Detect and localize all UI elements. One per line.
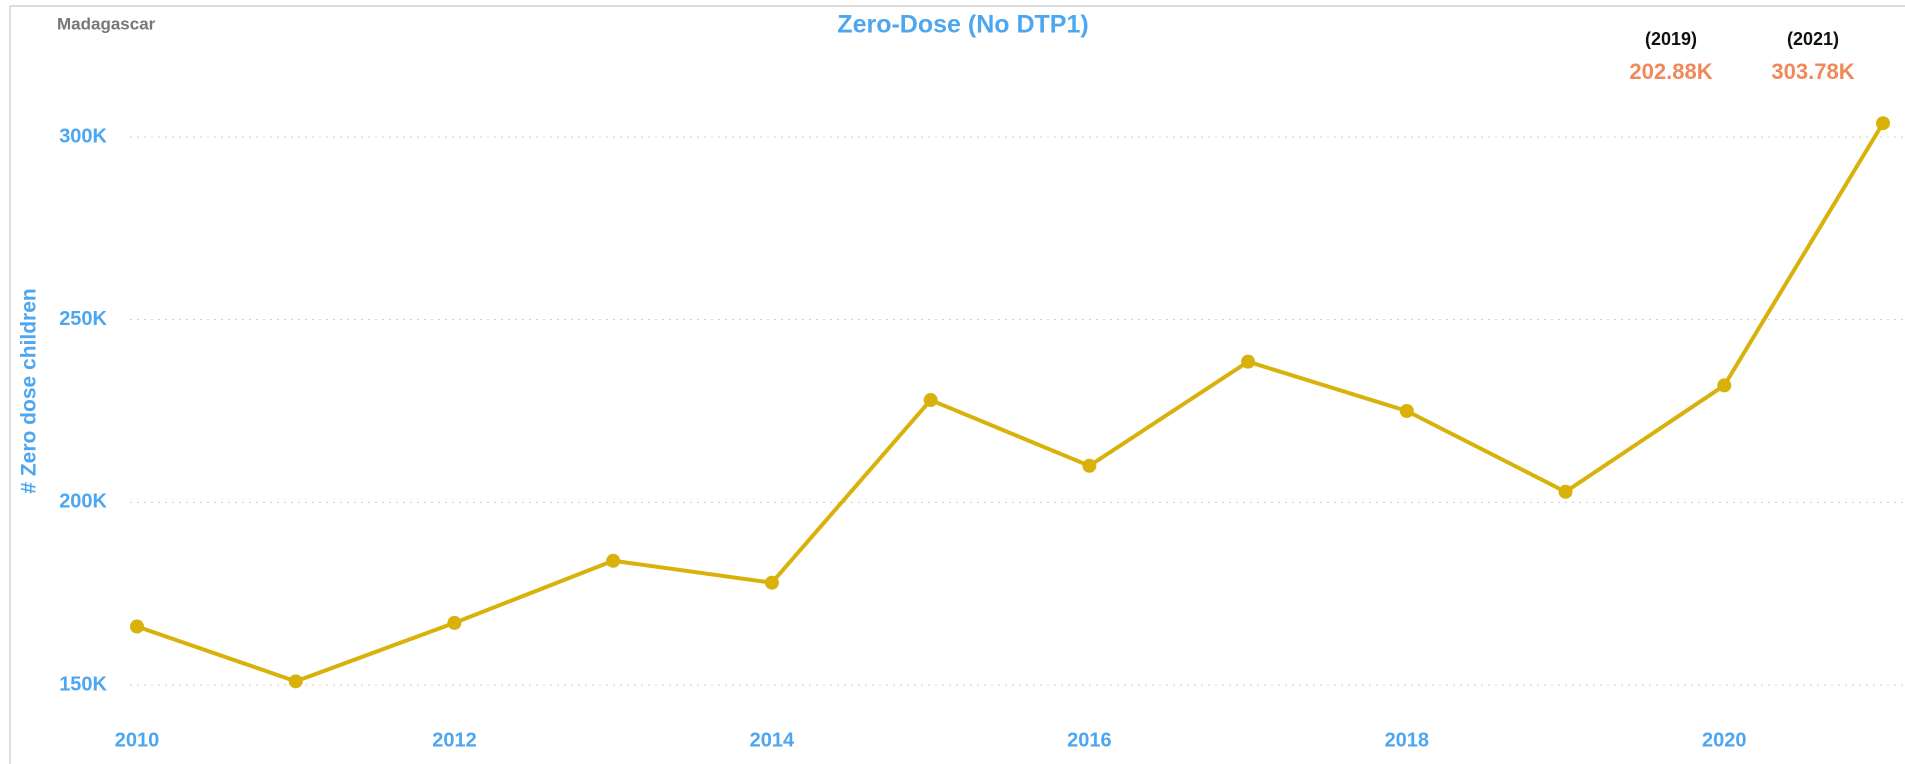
point xyxy=(130,619,144,634)
y-tick-label: 150K xyxy=(59,673,107,695)
x-tick-label: 2020 xyxy=(1702,729,1747,751)
point xyxy=(1082,458,1097,473)
annotation-value: 303.78K xyxy=(1771,59,1854,84)
point xyxy=(1876,116,1890,131)
annotation-year: (2021) xyxy=(1787,29,1839,49)
x-tick-label: 2012 xyxy=(432,729,477,751)
annotation-year: (2019) xyxy=(1645,29,1697,49)
x-tick-label: 2010 xyxy=(115,729,160,751)
point xyxy=(1558,484,1573,499)
point xyxy=(288,674,303,689)
y-tick-label: 300K xyxy=(59,125,107,147)
point xyxy=(1399,403,1414,418)
y-axis-label: # Zero dose children xyxy=(18,288,41,493)
point xyxy=(447,615,462,630)
y-tick-label: 250K xyxy=(59,308,107,330)
line xyxy=(136,122,1885,684)
point xyxy=(923,393,938,408)
point xyxy=(606,553,621,568)
point xyxy=(1241,354,1256,369)
point xyxy=(1717,378,1732,393)
x-tick-label: 2014 xyxy=(750,729,795,751)
subtitle: Madagascar xyxy=(57,14,156,33)
point xyxy=(764,575,779,590)
annotation-value: 202.88K xyxy=(1629,59,1712,84)
chart-title: Zero-Dose (No DTP1) xyxy=(837,11,1088,39)
x-tick-label: 2018 xyxy=(1385,729,1430,751)
y-tick-label: 200K xyxy=(59,491,107,513)
x-tick-label: 2016 xyxy=(1067,729,1112,751)
